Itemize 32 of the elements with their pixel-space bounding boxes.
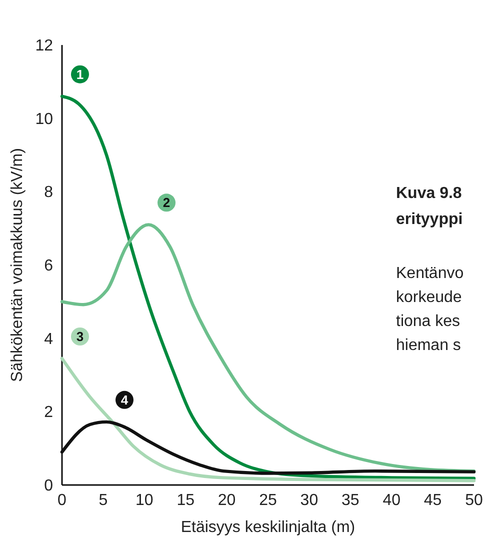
annotation: Kuva 9.8 bbox=[396, 185, 462, 202]
x-tick-label: 40 bbox=[382, 492, 401, 509]
y-tick-label: 0 bbox=[44, 478, 54, 494]
annotation: tiona kes bbox=[396, 313, 460, 330]
annotation: Kentänvo bbox=[396, 265, 464, 282]
series-label: 3 bbox=[76, 329, 84, 344]
annotation: erityyppi bbox=[396, 211, 463, 228]
line-series bbox=[60, 94, 476, 480]
y-tick-label: 12 bbox=[35, 38, 54, 54]
annotation: korkeude bbox=[396, 289, 462, 306]
x-axis-title: Etäisyys keskilinjalta (m) bbox=[180, 519, 356, 536]
x-tick-label: 0 bbox=[58, 492, 67, 509]
x-tick-label: 45 bbox=[424, 492, 442, 509]
x-tick-label: 10 bbox=[136, 492, 154, 509]
y-tick-label: 4 bbox=[44, 330, 54, 348]
y-tick-label: 8 bbox=[44, 184, 54, 202]
x-tick-label: 35 bbox=[342, 492, 360, 509]
y-tick-label: 2 bbox=[44, 404, 54, 422]
x-tick-label: 20 bbox=[218, 492, 236, 509]
x-tick-label: 5 bbox=[98, 492, 108, 509]
y-tick-label: 6 bbox=[44, 258, 54, 274]
y-axis-title: Sähkökentän voimakkuus (kV/m) bbox=[9, 148, 26, 382]
x-tick-label: 30 bbox=[300, 492, 318, 509]
series-label: 4 bbox=[120, 392, 129, 408]
series-label: 1 bbox=[76, 66, 84, 82]
x-tick-label: 15 bbox=[176, 492, 195, 509]
x-tick-label: 25 bbox=[259, 492, 277, 509]
x-tick-label: 50 bbox=[465, 492, 483, 509]
series-label: 2 bbox=[162, 195, 170, 210]
line-series bbox=[60, 356, 476, 482]
annotation: hieman s bbox=[396, 337, 461, 354]
y-tick-label: 10 bbox=[35, 110, 54, 128]
